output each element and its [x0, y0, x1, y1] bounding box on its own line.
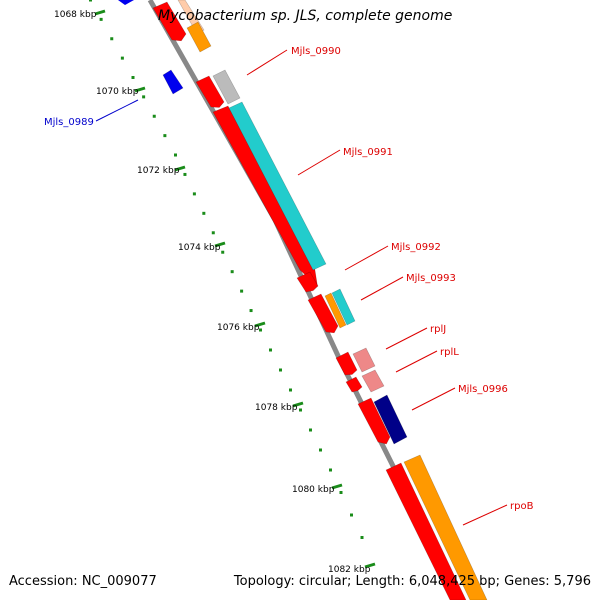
cds-features-layer: [118, 0, 467, 600]
cds-mjls-0989: [162, 69, 184, 95]
cds-rpob: [385, 462, 467, 600]
tick-label: 1076 kbp: [217, 323, 260, 333]
cds-mjls-0996: [357, 397, 391, 445]
gene-label: Mjls_0993: [406, 273, 456, 284]
major-tick-mark: [364, 562, 376, 569]
tick-dot-8: [174, 153, 177, 157]
cog-feature-orange-rpob: [403, 454, 488, 600]
tick-label: 1080 kbp: [292, 485, 335, 495]
tick-label: 1082 kbp: [328, 565, 371, 575]
tick-dot-23: [319, 448, 322, 452]
tick-dot-17: [259, 328, 262, 332]
tick-dot-25: [339, 491, 343, 494]
cog-feature-orange-2: [324, 292, 347, 329]
cds-mjls-0990: [195, 75, 225, 108]
accession-text: Accession: NC_009077: [9, 574, 157, 589]
gene-label: Mjls_0992: [391, 242, 441, 253]
cds-mjls-0988: [152, 1, 187, 42]
tick-dot-22: [309, 428, 312, 432]
genome-summary-text: Topology: circular; Length: 6,048,425 bp…: [233, 574, 591, 589]
tick-dot-19: [279, 368, 282, 372]
cog-feature-pink-1: [352, 347, 376, 373]
tick-dot-5: [142, 95, 146, 99]
tick-dot-3: [120, 56, 124, 60]
gene-label: Mjls_0991: [343, 147, 393, 158]
tick-label: 1072 kbp: [137, 166, 180, 176]
tick-dot-15: [240, 289, 244, 293]
gene-label: Mjls_0990: [291, 46, 341, 57]
gene-label: rpoB: [510, 501, 534, 512]
genome-title: Mycobacterium sp. JLS, complete genome: [158, 8, 453, 24]
gene-label-leader: [411, 387, 456, 411]
tick-dot-11: [202, 211, 206, 215]
tick-label: 1074 kbp: [178, 243, 221, 253]
major-tick-mark: [94, 9, 106, 16]
major-tick-mark: [134, 86, 146, 93]
tick-dot-26: [350, 513, 353, 517]
tick-label: 1078 kbp: [255, 403, 298, 413]
tick-dot-21: [299, 408, 302, 412]
tick-dot-20: [289, 388, 292, 392]
tick-dot-10: [192, 192, 196, 196]
cds-reverse-top: [118, 0, 134, 5]
cog-feature-cyan-1: [228, 101, 327, 271]
cds-mjls-0993: [307, 293, 339, 334]
major-tick-mark: [214, 241, 226, 248]
gene-label: rplJ: [430, 324, 446, 335]
tick-dot-14: [230, 270, 234, 274]
cog-feature-orange-1: [186, 21, 212, 53]
gene-label: rplL: [440, 347, 459, 358]
tick-dot-9: [183, 172, 187, 176]
tick-dot-6: [152, 114, 156, 118]
cog-feature-gray: [212, 69, 241, 105]
cds-rpll: [345, 376, 363, 393]
tick-dot-18: [269, 348, 272, 352]
gene-label-leader: [395, 350, 438, 373]
cds-rplj: [335, 351, 358, 376]
cds-mjls-0992: [296, 271, 319, 293]
gene-label-leader: [360, 276, 404, 301]
tick-marks-layer: 1068 kbp 1070 kbp 1072 kbp 1074 kbp 1076 kbp…: [54, 9, 376, 575]
tick-label: 1068 kbp: [54, 10, 97, 20]
cog-feature-pink-2: [361, 369, 385, 393]
gene-label-leader: [385, 327, 428, 350]
tick-dot-27: [360, 536, 364, 539]
major-tick-mark: [292, 401, 304, 408]
cog-features-layer: [177, 0, 488, 600]
tick-dot-4: [131, 76, 135, 79]
cog-feature-cyan-2: [331, 288, 356, 326]
gene-label-leader: [95, 99, 139, 122]
tick-dot-1: [99, 17, 103, 21]
tick-label: 1070 kbp: [96, 87, 139, 97]
major-tick-mark: [331, 483, 343, 490]
tick-dot-13: [221, 250, 225, 254]
cds-mjls-0991: [212, 105, 318, 287]
tick-dot-0: [89, 0, 92, 2]
gene-labels-layer: Mjls_0989 Mjls_0990 Mjls_0991 Mjls_0992 Mjls…: [44, 46, 534, 526]
gene-label-leader: [344, 245, 389, 271]
major-tick-mark: [254, 321, 266, 328]
tick-dot-12: [211, 231, 215, 235]
tick-dots-layer: [89, 0, 364, 539]
tick-dot-2: [110, 37, 114, 41]
major-tick-mark: [174, 165, 186, 172]
gene-label-leader: [297, 149, 341, 176]
gene-label-leader: [246, 49, 288, 76]
gene-label: Mjls_0989: [44, 117, 94, 128]
tick-dot-24: [329, 468, 332, 472]
cog-feature-navy: [373, 394, 408, 445]
tick-dot-16: [249, 309, 253, 313]
gene-label-leader: [462, 504, 508, 526]
tick-dot-7: [163, 134, 167, 138]
gene-label: Mjls_0996: [458, 384, 508, 395]
